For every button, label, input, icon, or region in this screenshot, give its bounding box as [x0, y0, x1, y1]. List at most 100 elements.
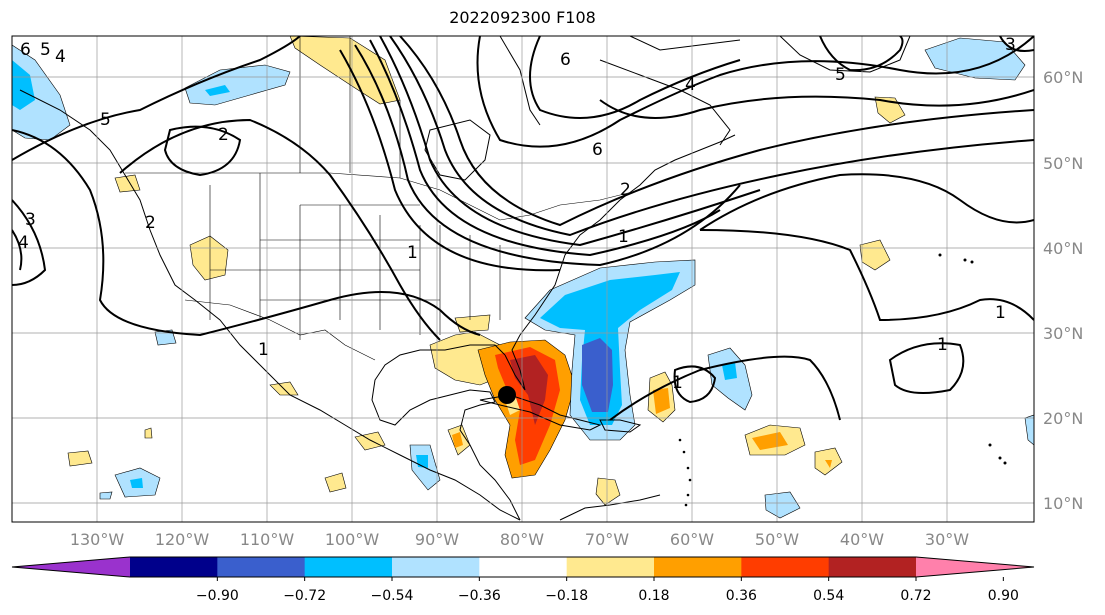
colorbar-segment — [654, 557, 742, 577]
lat-label: 30°N — [1043, 324, 1083, 343]
lon-label: 90°W — [415, 530, 459, 549]
contour-20 — [673, 365, 717, 404]
us-canada-border — [125, 172, 641, 221]
contour-21 — [819, 36, 904, 72]
contour-22 — [999, 36, 1034, 52]
coast-gulf — [371, 344, 521, 521]
lon-label: 130°W — [70, 530, 125, 549]
colorbar-segment — [217, 557, 306, 577]
contour-17 — [699, 229, 1034, 322]
storm-center-dot — [498, 386, 516, 404]
contour-label: 4 — [18, 233, 29, 253]
colorbar-tick-label: 0.90 — [988, 588, 1019, 604]
coastline-layer — [19, 36, 911, 521]
colorbar-tick-label: −0.36 — [458, 588, 501, 604]
lon-label: 110°W — [240, 530, 295, 549]
colorbar-tick-label: 0.36 — [726, 588, 757, 604]
contour-4 — [369, 39, 721, 257]
contour-label: 1 — [937, 335, 948, 355]
contour-label: 5 — [40, 40, 51, 60]
lon-label: 100°W — [325, 530, 380, 549]
contour-label-layer: 6 5 4 2 3 4 1 2 6 5 4 6 3 1 2 1 1 1 1 5 — [18, 35, 1016, 393]
coast-north-america-west — [19, 89, 521, 521]
coast-cuba — [479, 394, 602, 431]
contour-15 — [599, 89, 1034, 119]
colorbar-tick-labels: −0.90 −0.72 −0.54 −0.36 −0.18 0.18 0.36 0.54 0.7… — [196, 577, 1019, 604]
contour-label: 3 — [1005, 35, 1016, 55]
contour-label: 1 — [995, 303, 1006, 323]
contour-10 — [12, 199, 47, 286]
colorbar-segment — [130, 557, 218, 577]
contour-13 — [476, 36, 1034, 148]
contour-8 — [12, 36, 301, 161]
contour-1 — [399, 36, 1034, 227]
contour-layer — [12, 36, 1034, 421]
contour-19 — [888, 342, 965, 395]
lon-label: 60°W — [670, 530, 714, 549]
colorbar-segment — [304, 557, 393, 577]
colorbar-tick-label: −0.90 — [196, 588, 239, 604]
colorbar-segment — [566, 557, 655, 577]
contour-12 — [163, 125, 242, 177]
lon-label: 40°W — [840, 530, 884, 549]
latitude-labels: 60°N 50°N 40°N 30°N 20°N 10°N — [1043, 68, 1083, 513]
lat-label: 40°N — [1043, 239, 1083, 258]
lon-label: 120°W — [155, 530, 210, 549]
contour-3 — [379, 36, 761, 247]
colorbar-tick-label: −0.72 — [283, 588, 326, 604]
colorbar-tick-label: 0.54 — [813, 588, 844, 604]
lon-label: 50°W — [755, 530, 799, 549]
contour-label: 4 — [685, 75, 696, 95]
fill-deep-blue-core — [582, 338, 613, 412]
colorbar-outline — [11, 556, 1035, 578]
contour-label: 6 — [592, 140, 603, 160]
contour-9 — [12, 129, 481, 337]
colorbar-extend-low — [12, 557, 130, 577]
contour-18 — [609, 355, 841, 421]
colorbar-segment — [828, 557, 917, 577]
contour-label: 2 — [145, 213, 156, 233]
contour-label: 1 — [258, 340, 269, 360]
contour-11 — [12, 229, 23, 271]
colorbar-tick-label: −0.18 — [545, 588, 588, 604]
fill-yellow-nwcanada — [289, 36, 401, 105]
contour-label: 6 — [20, 40, 31, 60]
contour-label: 1 — [407, 243, 418, 263]
contour-6 — [339, 49, 561, 272]
contour-label: 3 — [25, 210, 36, 230]
lon-label: 80°W — [500, 530, 544, 549]
contour-label: 2 — [620, 180, 631, 200]
boundary-layer — [125, 36, 641, 361]
colorbar-tick-label: 0.72 — [900, 588, 931, 604]
lat-label: 10°N — [1043, 494, 1083, 513]
contour-14 — [529, 36, 741, 119]
coast-hispaniola — [599, 419, 642, 433]
fill-blue-neatlantic — [924, 37, 1026, 81]
colorbar-tick-label: 0.18 — [638, 588, 669, 604]
contour-label: 1 — [618, 227, 629, 247]
lat-label: 50°N — [1043, 154, 1083, 173]
colorbar-tick-label: −0.54 — [371, 588, 414, 604]
contour-label: 4 — [55, 47, 66, 67]
contour-label: 2 — [218, 125, 229, 145]
coast-south-america — [559, 494, 661, 521]
coast-labrador — [599, 59, 731, 146]
lon-label: 70°W — [585, 530, 629, 549]
map-title: 2022092300 F108 — [449, 8, 596, 27]
colorbar-segment — [741, 557, 830, 577]
colorbar — [11, 556, 1035, 578]
contour-label: 5 — [100, 110, 111, 130]
contour-16 — [699, 173, 1034, 231]
contour-label: 5 — [835, 65, 846, 85]
map-frame — [11, 35, 1035, 523]
colorbar-segment — [392, 557, 480, 577]
lat-label: 20°N — [1043, 409, 1083, 428]
contour-5 — [354, 44, 741, 267]
lat-label: 60°N — [1043, 68, 1083, 87]
lon-label: 30°W — [925, 530, 969, 549]
contour-label: 1 — [672, 373, 683, 393]
contour-label: 6 — [560, 50, 571, 70]
colorbar-segment — [479, 557, 568, 577]
contour-2 — [389, 36, 1034, 237]
